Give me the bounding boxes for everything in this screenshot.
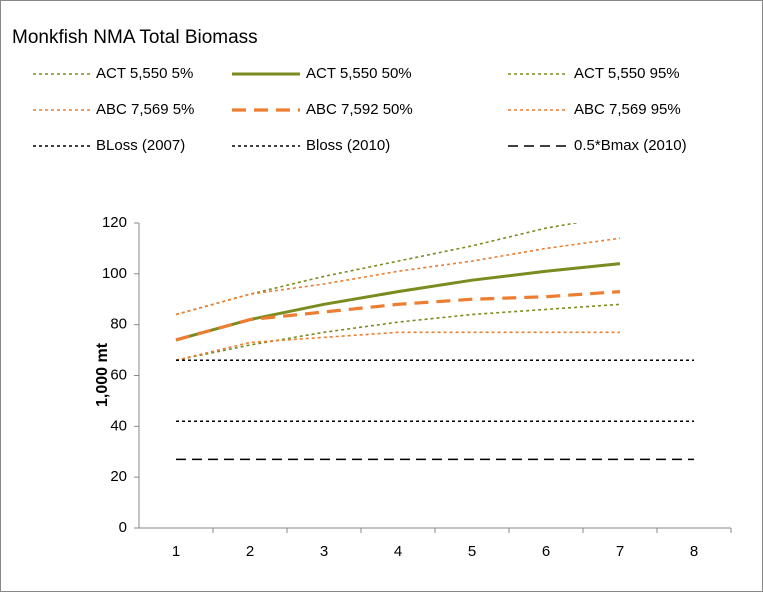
x-tick-label: 2	[246, 543, 254, 560]
y-tick-label: 100	[102, 265, 127, 282]
legend-label: ACT 5,550 5%	[96, 65, 193, 82]
y-tick-label: 0	[119, 519, 127, 536]
y-tick-label: 60	[110, 366, 127, 383]
legend-label: ABC 7,569 5%	[96, 101, 194, 118]
x-tick-label: 1	[172, 543, 180, 560]
series-line	[175, 223, 581, 316]
x-tick-label: 4	[394, 543, 402, 560]
series-line	[175, 331, 620, 362]
y-axis-label: 1,000 mt	[94, 342, 111, 407]
x-tick-label: 3	[320, 543, 328, 560]
y-tick-label: 40	[110, 417, 127, 434]
x-tick-label: 5	[468, 543, 476, 560]
legend-label: ABC 7,592 50%	[306, 101, 413, 118]
legend-label: 0.5*Bmax (2010)	[574, 137, 687, 154]
y-tick-label: 20	[110, 468, 127, 485]
legend-label: ACT 5,550 50%	[306, 65, 412, 82]
legend-label: Bloss (2010)	[306, 137, 390, 154]
series-line	[175, 290, 621, 342]
chart-title: Monkfish NMA Total Biomass	[12, 27, 258, 48]
y-tick-label: 120	[102, 214, 127, 231]
y-tick-label: 80	[110, 316, 127, 333]
x-tick-label: 8	[690, 543, 698, 560]
x-tick-label: 6	[542, 543, 550, 560]
series-line	[175, 303, 621, 362]
legend-label: ACT 5,550 95%	[574, 65, 680, 82]
plot-area	[175, 223, 694, 461]
legend-label: ABC 7,569 95%	[574, 101, 681, 118]
legend-label: BLoss (2007)	[96, 137, 185, 154]
x-tick-label: 7	[616, 543, 624, 560]
